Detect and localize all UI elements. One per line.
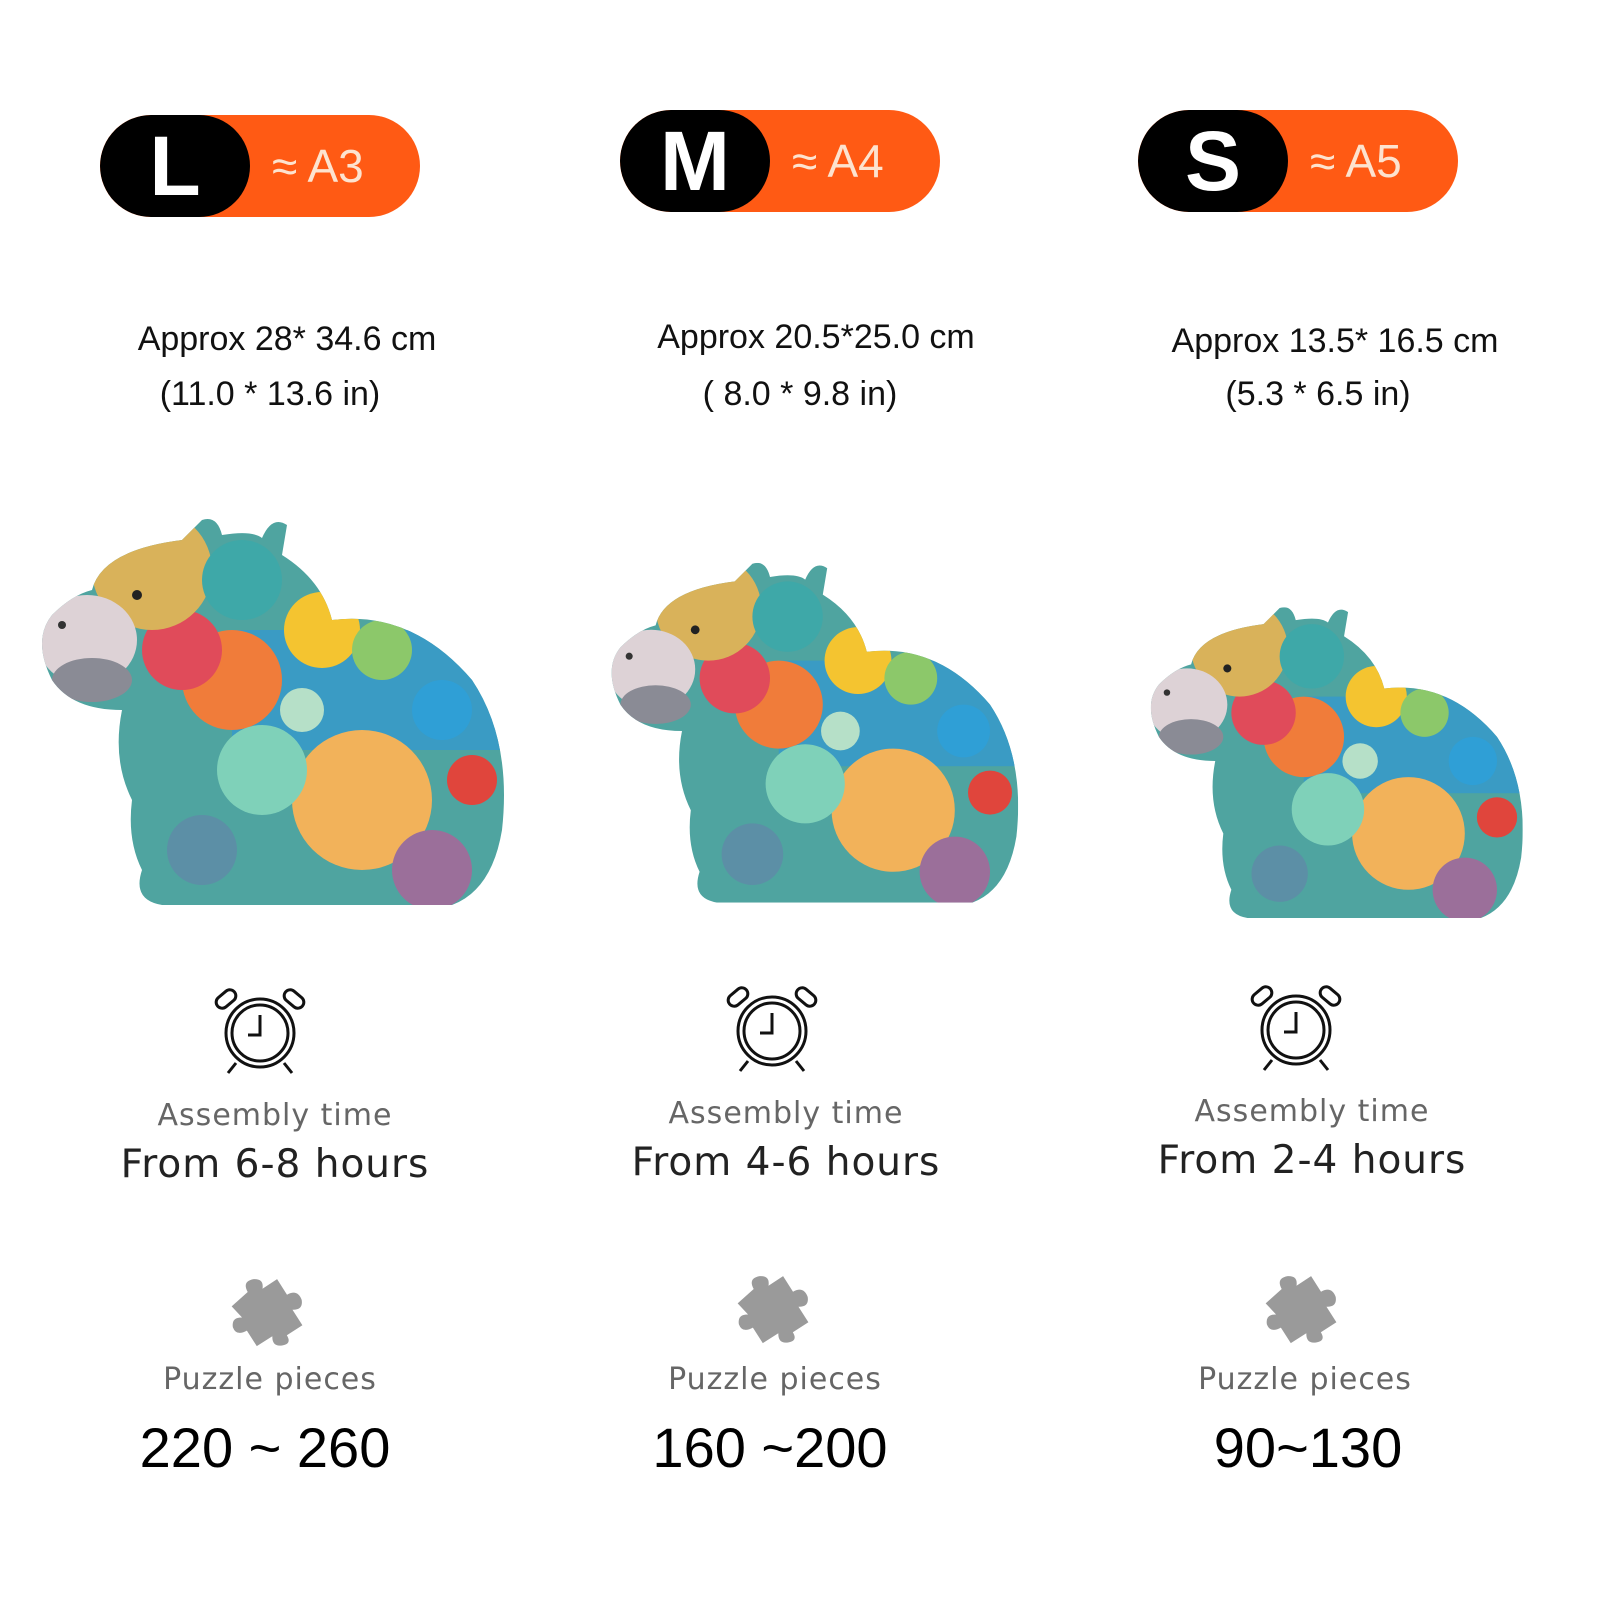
assembly-time-value: From 6-8 hours bbox=[120, 1142, 430, 1187]
puzzle-pieces-value: 90~130 bbox=[1213, 1416, 1403, 1479]
puzzle-pieces-label: Puzzle pieces bbox=[668, 1362, 882, 1397]
size-letter: L bbox=[100, 115, 250, 217]
puzzle-pieces-label: Puzzle pieces bbox=[163, 1362, 377, 1397]
puzzle-piece-icon bbox=[732, 1272, 812, 1347]
assembly-time-value: From 2-4 hours bbox=[1157, 1138, 1467, 1183]
alarm-clock-icon bbox=[1246, 982, 1346, 1074]
paper-size: ≈ A3 bbox=[272, 140, 364, 192]
puzzle-pieces-label: Puzzle pieces bbox=[1198, 1362, 1412, 1397]
paper-size: ≈ A5 bbox=[1310, 135, 1402, 187]
assembly-time-label: Assembly time bbox=[1194, 1094, 1430, 1129]
puzzle-piece-icon bbox=[226, 1275, 306, 1350]
puzzle-pieces-value: 160 ~200 bbox=[652, 1416, 888, 1479]
assembly-time-label: Assembly time bbox=[668, 1096, 904, 1131]
hippo-puzzle-image bbox=[598, 555, 1030, 907]
size-letter: S bbox=[1138, 110, 1288, 212]
size-badge: S ≈ A5 bbox=[1138, 110, 1458, 212]
assembly-time-label: Assembly time bbox=[157, 1098, 393, 1133]
hippo-puzzle-image bbox=[28, 510, 516, 910]
size-column-m: M ≈ A4 Approx 20.5*25.0 cm ( 8.0 * 9.8 i… bbox=[520, 0, 1040, 1600]
puzzle-piece-icon bbox=[1260, 1272, 1340, 1347]
size-badge: M ≈ A4 bbox=[620, 110, 940, 212]
dimensions-in: (5.3 * 6.5 in) bbox=[1225, 375, 1411, 413]
assembly-time-value: From 4-6 hours bbox=[631, 1140, 941, 1185]
puzzle-pieces-value: 220 ~ 260 bbox=[139, 1416, 391, 1479]
hippo-puzzle-image bbox=[1140, 600, 1532, 922]
paper-size: ≈ A4 bbox=[792, 135, 884, 187]
dimensions-cm: Approx 28* 34.6 cm bbox=[137, 320, 437, 358]
dimensions-in: ( 8.0 * 9.8 in) bbox=[702, 375, 898, 413]
alarm-clock-icon bbox=[210, 985, 310, 1077]
alarm-clock-icon bbox=[722, 983, 822, 1075]
size-badge: L ≈ A3 bbox=[100, 115, 420, 217]
dimensions-cm: Approx 13.5* 16.5 cm bbox=[1171, 322, 1499, 360]
size-letter: M bbox=[620, 110, 770, 212]
dimensions-cm: Approx 20.5*25.0 cm bbox=[657, 318, 975, 356]
size-column-s: S ≈ A5 Approx 13.5* 16.5 cm (5.3 * 6.5 i… bbox=[1040, 0, 1560, 1600]
size-column-l: L ≈ A3 Approx 28* 34.6 cm (11.0 * 13.6 i… bbox=[0, 0, 520, 1600]
dimensions-in: (11.0 * 13.6 in) bbox=[159, 375, 381, 413]
